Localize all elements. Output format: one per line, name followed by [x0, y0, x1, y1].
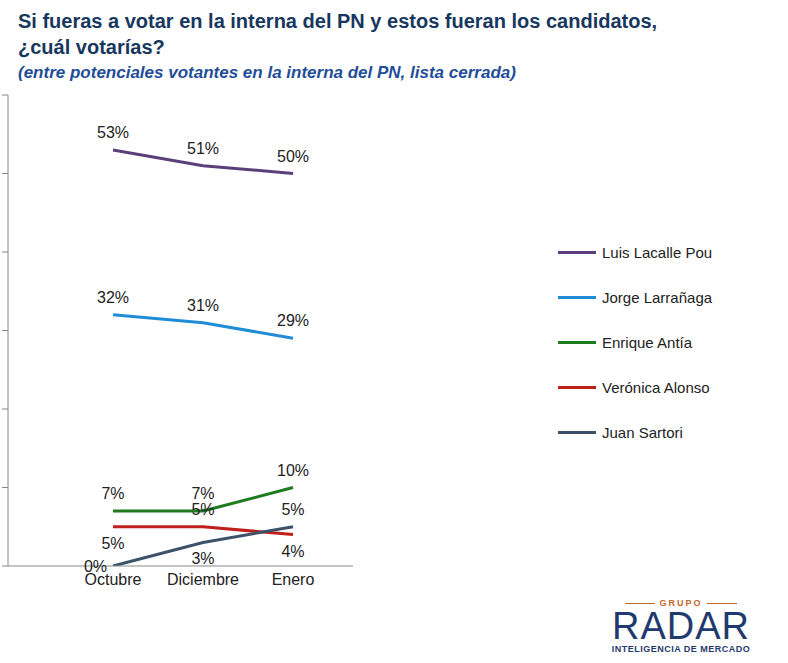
svg-text:0%: 0%	[84, 558, 107, 575]
svg-text:Diciembre: Diciembre	[167, 571, 239, 588]
html-text:INTELIGENCIA DE MERCADO: INTELIGENCIA DE MERCADO	[611, 644, 751, 654]
svg-text:50%: 50%	[277, 148, 309, 165]
svg-text:3%: 3%	[191, 550, 214, 567]
svg-text:5%: 5%	[101, 535, 124, 552]
html-text:Enrique Antía: Enrique Antía	[602, 334, 693, 351]
svg-text:29%: 29%	[277, 312, 309, 329]
html-text:GRUPO: GRUPO	[659, 598, 703, 608]
svg-text:31%: 31%	[187, 297, 219, 314]
svg-text:7%: 7%	[191, 485, 214, 502]
svg-text:32%: 32%	[97, 289, 129, 306]
svg-text:7%: 7%	[101, 485, 124, 502]
svg-text:51%: 51%	[187, 140, 219, 157]
svg-text:Enero: Enero	[272, 571, 315, 588]
svg-text:5%: 5%	[281, 501, 304, 518]
html-text:Si fueras a votar en la intern: Si fueras a votar en la interna del PN y…	[18, 10, 658, 58]
html-text:Jorge Larrañaga: Jorge Larrañaga	[602, 289, 713, 306]
svg-text:10%: 10%	[277, 462, 309, 479]
svg-text:Octubre: Octubre	[84, 571, 142, 589]
svg-text:53%: 53%	[97, 124, 129, 141]
html-text:Verónica Alonso: Verónica Alonso	[602, 379, 710, 396]
svg-text:5%: 5%	[191, 501, 214, 518]
html-text:Luis Lacalle Pou: Luis Lacalle Pou	[602, 244, 713, 261]
svg-text:4%: 4%	[281, 543, 304, 560]
html-text:Juan Sartori: Juan Sartori	[602, 424, 683, 441]
html-text:RADAR: RADAR	[612, 605, 750, 647]
html-text:(entre potenciales votantes en: (entre potenciales votantes en la intern…	[18, 63, 516, 82]
